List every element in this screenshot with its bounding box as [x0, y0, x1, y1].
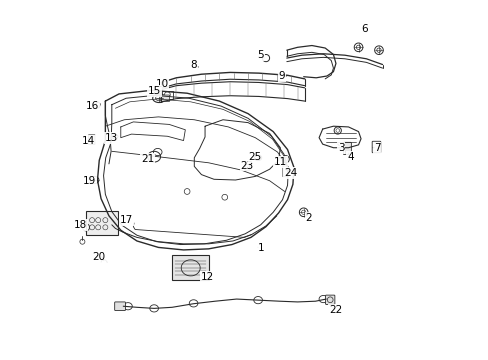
Text: 25: 25: [248, 152, 262, 162]
FancyBboxPatch shape: [282, 166, 287, 177]
Text: 13: 13: [104, 133, 118, 143]
FancyBboxPatch shape: [244, 162, 249, 170]
Text: 18: 18: [74, 220, 87, 230]
FancyBboxPatch shape: [172, 255, 208, 280]
Text: 6: 6: [361, 24, 367, 35]
Text: 1: 1: [257, 243, 264, 253]
FancyBboxPatch shape: [115, 302, 125, 311]
Text: 16: 16: [85, 102, 99, 112]
FancyBboxPatch shape: [371, 141, 380, 153]
Text: 9: 9: [278, 71, 285, 81]
Text: 17: 17: [120, 215, 133, 225]
Text: 14: 14: [81, 136, 95, 146]
FancyBboxPatch shape: [325, 295, 334, 305]
FancyBboxPatch shape: [161, 95, 169, 102]
Text: 11: 11: [273, 157, 286, 167]
Text: 19: 19: [83, 176, 96, 186]
Text: 24: 24: [283, 168, 296, 178]
Text: 5: 5: [257, 50, 264, 60]
Text: 2: 2: [305, 213, 312, 222]
Text: 23: 23: [240, 161, 253, 171]
Text: 10: 10: [155, 79, 168, 89]
Text: 8: 8: [190, 60, 197, 70]
Text: 7: 7: [373, 143, 380, 153]
Text: 12: 12: [201, 272, 214, 282]
Text: 22: 22: [328, 305, 342, 315]
FancyBboxPatch shape: [88, 135, 95, 144]
Text: 4: 4: [346, 152, 353, 162]
Text: 3: 3: [337, 143, 344, 153]
Text: 21: 21: [141, 154, 154, 164]
FancyBboxPatch shape: [343, 142, 351, 154]
FancyBboxPatch shape: [162, 91, 172, 99]
Text: 15: 15: [147, 86, 161, 96]
FancyBboxPatch shape: [86, 211, 117, 234]
Text: 20: 20: [93, 252, 105, 262]
